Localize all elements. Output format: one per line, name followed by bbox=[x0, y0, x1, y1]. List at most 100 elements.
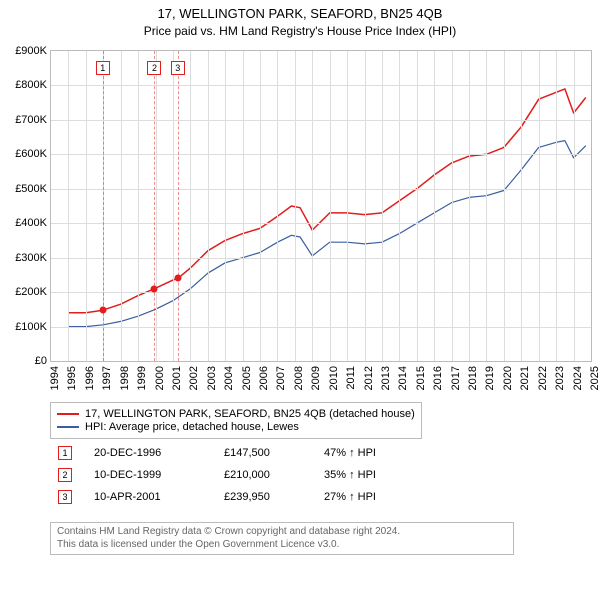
grid-line-v bbox=[190, 51, 191, 361]
grid-line-v bbox=[121, 51, 122, 361]
sale-row: 3 10-APR-2001£239,95027% ↑ HPI bbox=[58, 490, 376, 504]
sale-row-delta: 27% ↑ HPI bbox=[324, 491, 376, 503]
series-line-hpi bbox=[68, 141, 585, 327]
x-axis-label: 2025 bbox=[589, 366, 600, 390]
sale-row-marker: 3 bbox=[58, 490, 72, 504]
grid-line-v bbox=[417, 51, 418, 361]
grid-line-h bbox=[51, 189, 591, 190]
sale-row-date: 20-DEC-1996 bbox=[94, 447, 224, 459]
x-axis-label: 2021 bbox=[519, 366, 531, 390]
y-axis-label: £0 bbox=[35, 355, 47, 367]
grid-line-h bbox=[51, 258, 591, 259]
x-axis-label: 2024 bbox=[572, 366, 584, 390]
grid-line-v bbox=[260, 51, 261, 361]
sale-row-date: 10-APR-2001 bbox=[94, 491, 224, 503]
sale-row-price: £147,500 bbox=[224, 447, 324, 459]
x-axis-label: 1997 bbox=[101, 366, 113, 390]
grid-line-v bbox=[452, 51, 453, 361]
sale-dot bbox=[99, 307, 106, 314]
legend-item-property: 17, WELLINGTON PARK, SEAFORD, BN25 4QB (… bbox=[57, 408, 415, 420]
sale-marker-box: 2 bbox=[147, 61, 161, 75]
legend-item-hpi: HPI: Average price, detached house, Lewe… bbox=[57, 421, 415, 433]
attribution-box: Contains HM Land Registry data © Crown c… bbox=[50, 522, 514, 555]
chart-subtitle: Price paid vs. HM Land Registry's House … bbox=[0, 24, 600, 38]
x-axis-label: 2012 bbox=[363, 366, 375, 390]
legend-swatch-hpi bbox=[57, 426, 79, 428]
grid-line-v bbox=[504, 51, 505, 361]
sale-row-delta: 47% ↑ HPI bbox=[324, 447, 376, 459]
x-axis-label: 1994 bbox=[49, 366, 61, 390]
grid-line-v bbox=[521, 51, 522, 361]
x-axis-label: 2020 bbox=[502, 366, 514, 390]
sale-marker-box: 1 bbox=[96, 61, 110, 75]
attribution-line-1: Contains HM Land Registry data © Crown c… bbox=[57, 526, 507, 539]
y-axis-label: £100K bbox=[15, 321, 47, 333]
x-axis-label: 2005 bbox=[241, 366, 253, 390]
grid-line-v bbox=[277, 51, 278, 361]
x-axis-label: 2018 bbox=[467, 366, 479, 390]
grid-line-h bbox=[51, 85, 591, 86]
grid-line-v bbox=[574, 51, 575, 361]
x-axis-label: 2004 bbox=[223, 366, 235, 390]
grid-line-v bbox=[173, 51, 174, 361]
grid-line-v bbox=[347, 51, 348, 361]
x-axis-label: 1995 bbox=[66, 366, 78, 390]
grid-line-v bbox=[434, 51, 435, 361]
sale-row: 2 10-DEC-1999£210,00035% ↑ HPI bbox=[58, 468, 376, 482]
sale-row-delta: 35% ↑ HPI bbox=[324, 469, 376, 481]
x-axis-label: 2008 bbox=[293, 366, 305, 390]
grid-line-v bbox=[225, 51, 226, 361]
grid-line-v bbox=[399, 51, 400, 361]
sale-row-price: £210,000 bbox=[224, 469, 324, 481]
x-axis-label: 1998 bbox=[119, 366, 131, 390]
chart-lines bbox=[51, 51, 591, 361]
grid-line-v bbox=[486, 51, 487, 361]
x-axis-label: 2015 bbox=[415, 366, 427, 390]
grid-line-v bbox=[86, 51, 87, 361]
sale-row-date: 10-DEC-1999 bbox=[94, 469, 224, 481]
x-axis-label: 2013 bbox=[380, 366, 392, 390]
x-axis-label: 2007 bbox=[275, 366, 287, 390]
x-axis-label: 2003 bbox=[206, 366, 218, 390]
sale-row-price: £239,950 bbox=[224, 491, 324, 503]
x-axis-label: 2016 bbox=[432, 366, 444, 390]
x-axis-label: 2019 bbox=[484, 366, 496, 390]
sale-marker-line bbox=[103, 51, 104, 361]
series-line-property bbox=[68, 89, 585, 313]
grid-line-v bbox=[382, 51, 383, 361]
x-axis-label: 2006 bbox=[258, 366, 270, 390]
grid-line-h bbox=[51, 292, 591, 293]
grid-line-v bbox=[330, 51, 331, 361]
sale-row-marker: 1 bbox=[58, 446, 72, 460]
x-axis-label: 2014 bbox=[397, 366, 409, 390]
sale-marker-line bbox=[154, 51, 155, 361]
y-axis-label: £500K bbox=[15, 183, 47, 195]
grid-line-h bbox=[51, 120, 591, 121]
grid-line-v bbox=[68, 51, 69, 361]
x-axis-label: 1999 bbox=[136, 366, 148, 390]
y-axis-label: £400K bbox=[15, 217, 47, 229]
grid-line-v bbox=[365, 51, 366, 361]
chart-plot-area: £0£100K£200K£300K£400K£500K£600K£700K£80… bbox=[50, 50, 592, 362]
sale-marker-line bbox=[178, 51, 179, 361]
x-axis-label: 2002 bbox=[188, 366, 200, 390]
x-axis-label: 1996 bbox=[84, 366, 96, 390]
y-axis-label: £800K bbox=[15, 79, 47, 91]
x-axis-label: 2000 bbox=[154, 366, 166, 390]
grid-line-v bbox=[312, 51, 313, 361]
sale-row-marker: 2 bbox=[58, 468, 72, 482]
grid-line-v bbox=[556, 51, 557, 361]
grid-line-v bbox=[243, 51, 244, 361]
x-axis-label: 2009 bbox=[310, 366, 322, 390]
grid-line-h bbox=[51, 327, 591, 328]
grid-line-h bbox=[51, 223, 591, 224]
x-axis-label: 2001 bbox=[171, 366, 183, 390]
y-axis-label: £200K bbox=[15, 286, 47, 298]
sale-marker-box: 3 bbox=[171, 61, 185, 75]
grid-line-v bbox=[539, 51, 540, 361]
x-axis-label: 2011 bbox=[345, 366, 357, 390]
legend-swatch-property bbox=[57, 413, 79, 415]
y-axis-label: £600K bbox=[15, 148, 47, 160]
grid-line-v bbox=[208, 51, 209, 361]
x-axis-label: 2017 bbox=[450, 366, 462, 390]
